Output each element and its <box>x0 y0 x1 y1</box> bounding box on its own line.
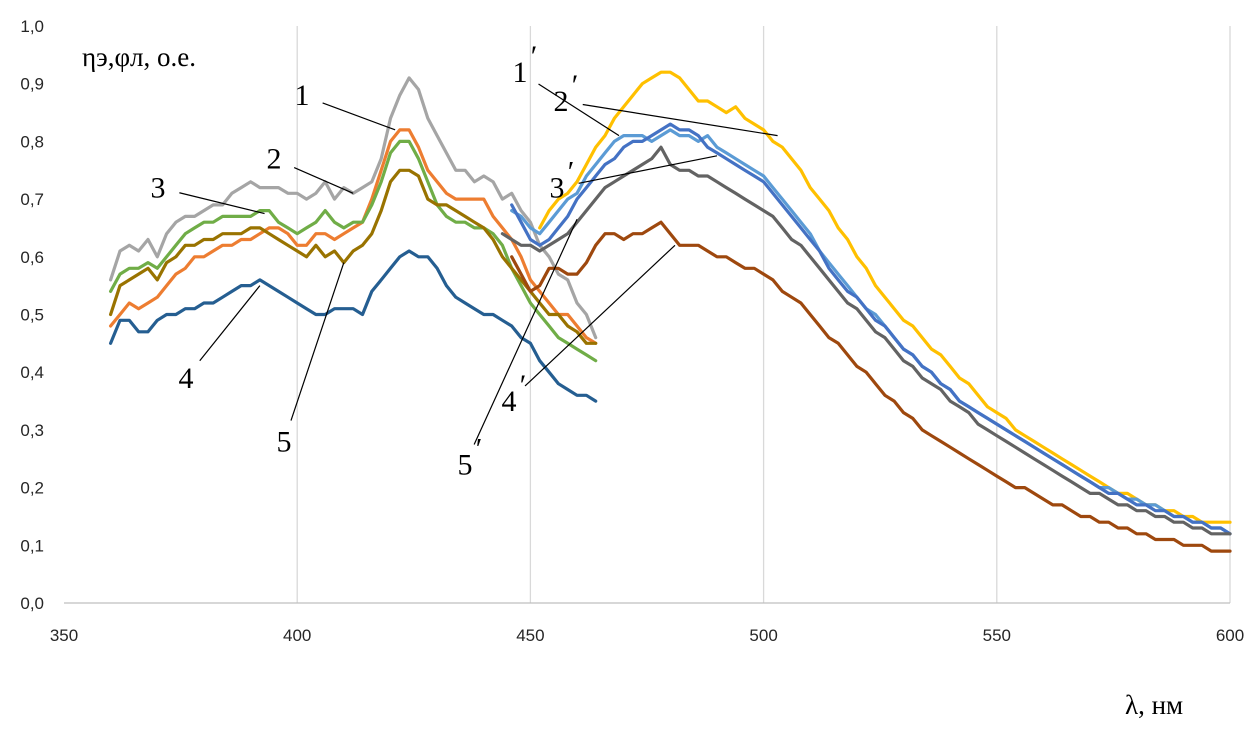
x-tick-label: 500 <box>749 626 777 645</box>
y-tick-label: 1,0 <box>20 17 44 36</box>
curve-label-3-leader <box>179 192 265 215</box>
x-tick-label: 400 <box>283 626 311 645</box>
curve-label-1-prime: 1 <box>513 56 528 89</box>
series-line-9 <box>500 145 1232 536</box>
y-tick-labels: 0,0 0,1 0,2 0,3 0,4 0,5 0,6 0,7 0,8 0,9 1,0 <box>20 17 44 613</box>
series-line-7 <box>510 128 1232 536</box>
curve-label-3-prime-prime-mark: ′ <box>568 156 575 189</box>
series-line-10 <box>510 220 1232 553</box>
curve-label-4-prime-prime-mark: ′ <box>520 369 527 402</box>
y-tick-label: 0,0 <box>20 594 44 613</box>
curve-label-5: 5 <box>277 425 292 458</box>
curve-label-4-leader <box>199 285 261 362</box>
y-tick-label: 0,1 <box>20 536 44 555</box>
series-line-4 <box>109 168 598 345</box>
curve-label-3-prime: 3 <box>550 172 565 205</box>
curve-label-2: 2 <box>267 143 282 176</box>
curve-label-1-prime-prime-mark: ′ <box>531 40 538 73</box>
y-tick-label: 0,8 <box>20 132 44 151</box>
series-lines <box>109 70 1232 553</box>
curve-label-5-prime: 5 <box>458 449 473 482</box>
curve-label-2-prime: 2 <box>554 85 569 118</box>
x-tick-label: 550 <box>983 626 1011 645</box>
x-tick-labels: 350 400 450 500 550 600 <box>50 626 1244 645</box>
x-tick-label: 600 <box>1216 626 1244 645</box>
x-axis-title: λ, нм <box>1125 690 1183 720</box>
curve-label-3: 3 <box>151 172 166 205</box>
y-tick-label: 0,4 <box>20 363 44 382</box>
curve-label-2-prime-prime-mark: ′ <box>572 69 579 102</box>
curve-label-1-leader <box>322 102 396 131</box>
y-tick-label: 0,5 <box>20 306 44 325</box>
curve-label-5-prime-leader <box>473 219 578 445</box>
series-line-2 <box>109 128 598 345</box>
gridlines <box>296 26 1231 603</box>
curve-label-5-leader <box>290 262 345 421</box>
y-tick-label: 0,6 <box>20 248 44 267</box>
x-tick-label: 350 <box>50 626 78 645</box>
curve-label-5-prime-prime-mark: ′ <box>476 433 483 466</box>
y-tick-label: 0,3 <box>20 421 44 440</box>
series-line-5 <box>109 249 598 403</box>
y-tick-label: 0,2 <box>20 479 44 498</box>
y-tick-label: 0,7 <box>20 190 44 209</box>
curve-label-4-prime-leader <box>524 244 676 387</box>
y-tick-label: 0,9 <box>20 75 44 94</box>
x-tick-label: 450 <box>516 626 544 645</box>
curve-label-1: 1 <box>295 79 310 112</box>
series-line-8 <box>510 122 1232 536</box>
curve-label-2-leader <box>293 166 354 194</box>
y-axis-title: ηэ,φл, о.е. <box>82 42 196 72</box>
series-line-1 <box>109 76 598 340</box>
curve-label-1-prime-leader <box>538 83 620 137</box>
curve-label-4: 4 <box>179 362 194 395</box>
curve-label-4-prime: 4 <box>502 385 517 418</box>
curve-label-2-prime-leader <box>582 103 778 137</box>
curve-label-3-prime-leader <box>578 155 718 184</box>
